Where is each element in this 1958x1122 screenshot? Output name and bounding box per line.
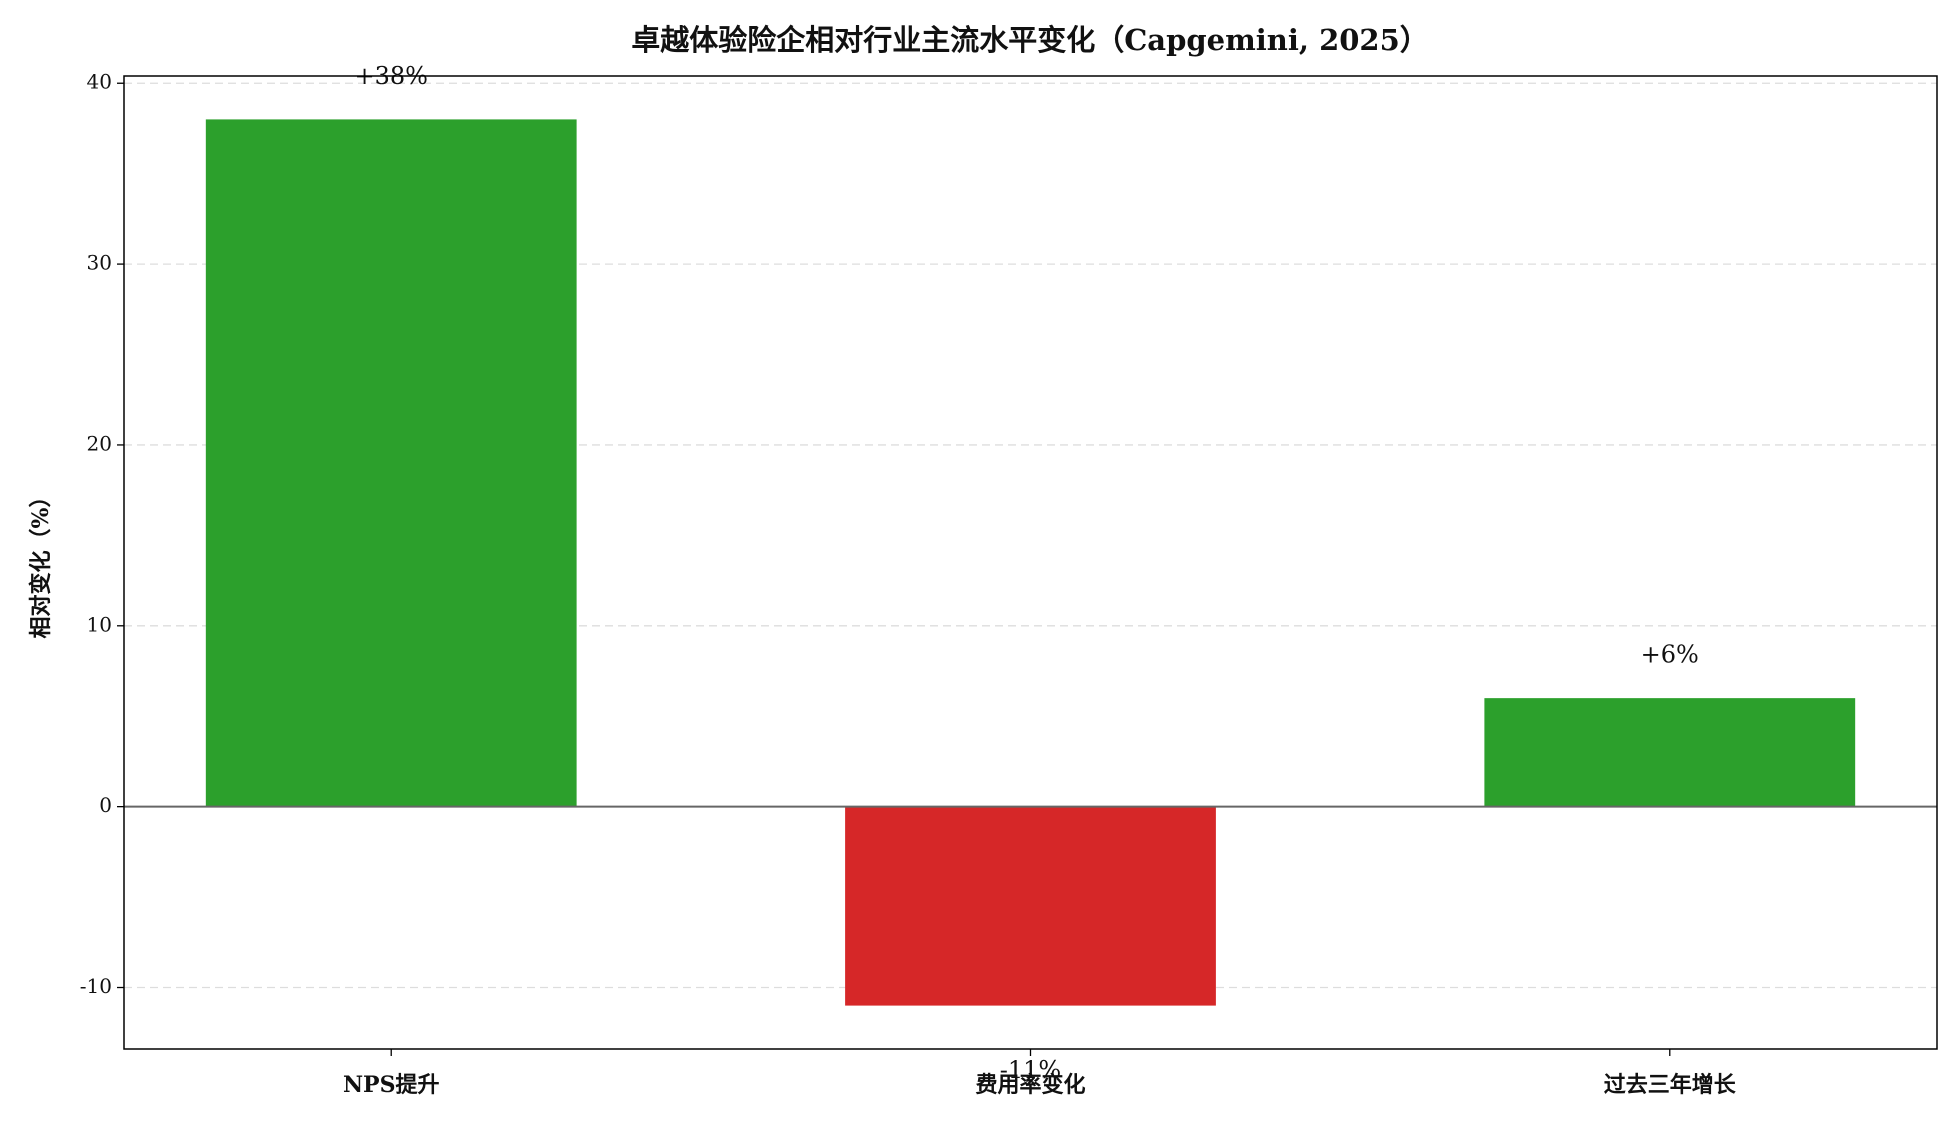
y-tick-label: 10 [87,612,112,636]
bar [1484,698,1856,807]
chart-title: 卓越体验险企相对行业主流水平变化（Capgemini, 2025） [631,23,1429,57]
x-tick-label: NPS提升 [343,1072,440,1098]
value-label: -11% [1000,1056,1061,1084]
y-tick-label: 40 [87,70,112,94]
bar [845,806,1216,1006]
y-tick-label: 30 [87,251,112,275]
x-tick-label: 费用率变化 [975,1072,1085,1098]
bar [205,119,577,807]
y-tick-label: -10 [80,974,112,998]
plot-frame [123,75,1938,1050]
y-tick-label: 20 [87,431,112,455]
y-tick-label: 0 [99,793,112,817]
value-label: +6% [1641,641,1699,669]
y-axis-label: 相对变化（%） [28,486,54,639]
x-tick-label: 过去三年增长 [1604,1072,1737,1098]
